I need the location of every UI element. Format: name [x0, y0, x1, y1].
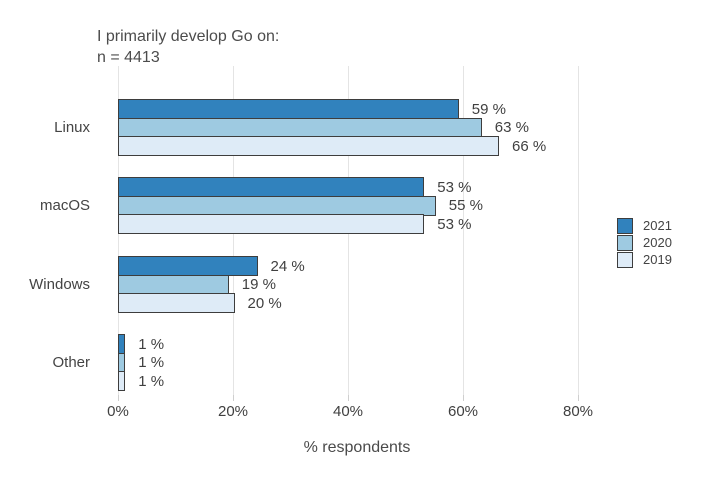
y-axis-label-other: Other: [52, 353, 90, 371]
x-tick-label-80%: 80%: [562, 403, 594, 420]
bar-row-windows-2019: 20 %: [118, 293, 703, 313]
bar-row-linux-2019: 66 %: [118, 136, 703, 156]
bar-value-label: 19 %: [241, 276, 276, 293]
bar-windows-2021: [118, 256, 258, 276]
bar-row-other-2020: 1 %: [118, 352, 703, 373]
bar-windows-2020: [118, 274, 229, 295]
legend: 2021 2020 2019: [617, 218, 672, 268]
chart-title-block: I primarily develop Go on: n = 4413: [97, 26, 279, 68]
gridline-80%: [578, 66, 579, 395]
chart-title: I primarily develop Go on:: [97, 28, 280, 45]
bar-linux-2021: [118, 99, 459, 119]
bar-group-linux: 59 % 63 % 66 %: [118, 99, 703, 156]
bar-value-label: 1 %: [138, 335, 165, 353]
legend-item-2020: 2020: [617, 235, 672, 251]
legend-swatch-2020: [617, 235, 633, 251]
x-tick-label-60%: 60%: [447, 403, 479, 420]
x-tick-label-20%: 20%: [217, 403, 249, 420]
bar-value-label: 53 %: [437, 178, 472, 196]
bar-row-macos-2019: 53 %: [118, 214, 703, 234]
x-tick-label-0%: 0%: [107, 403, 129, 420]
bar-other-2019: [118, 371, 126, 391]
bar-value-label: 59 %: [471, 100, 506, 118]
x-tick-label-40%: 40%: [332, 403, 364, 420]
y-axis-label-windows: Windows: [29, 275, 90, 293]
x-axis-title: % respondents: [303, 439, 411, 456]
bar-value-label: 20 %: [247, 294, 282, 312]
bar-row-other-2019: 1 %: [118, 371, 703, 391]
gridline-60%: [463, 66, 464, 395]
bar-macos-2020: [118, 195, 436, 216]
legend-item-2021: 2021: [617, 218, 672, 234]
legend-swatch-2019: [617, 252, 633, 268]
bar-group-windows: 24 % 19 % 20 %: [118, 256, 703, 313]
chart-subtitle: n = 4413: [97, 49, 160, 66]
x-tick-mark: [577, 395, 579, 401]
legend-label-2019: 2019: [643, 252, 672, 267]
x-tick-mark: [462, 395, 464, 401]
y-axis-label-macos: macOS: [39, 196, 90, 214]
legend-item-2019: 2019: [617, 252, 672, 268]
bar-value-label: 24 %: [270, 257, 305, 275]
bar-windows-2019: [118, 293, 235, 313]
bar-value-label: 53 %: [437, 215, 472, 233]
bar-group-other: 1 % 1 % 1 %: [118, 334, 703, 391]
bar-row-other-2021: 1 %: [118, 334, 703, 354]
bar-linux-2020: [118, 117, 482, 138]
bar-row-macos-2020: 55 %: [118, 195, 703, 216]
bar-value-label: 55 %: [448, 197, 483, 214]
bar-other-2021: [118, 334, 126, 354]
bar-row-linux-2020: 63 %: [118, 117, 703, 138]
plot-area: 59 % 63 % 66 % 53 % 55 % 53 % 24 % 19 % 20 % 1 % 1…: [118, 66, 703, 395]
bar-row-macos-2021: 53 %: [118, 177, 703, 197]
bar-value-label: 63 %: [494, 119, 529, 136]
bar-value-label: 1 %: [138, 372, 165, 390]
bar-row-windows-2021: 24 %: [118, 256, 703, 276]
x-tick-mark: [232, 395, 234, 401]
x-tick-mark: [117, 395, 119, 401]
bar-row-windows-2020: 19 %: [118, 274, 703, 295]
bar-macos-2021: [118, 177, 425, 197]
bar-value-label: 1 %: [138, 354, 165, 371]
legend-swatch-2021: [617, 218, 633, 234]
bar-other-2020: [118, 352, 126, 373]
bar-group-macos: 53 % 55 % 53 %: [118, 177, 703, 234]
bar-row-linux-2021: 59 %: [118, 99, 703, 119]
x-tick-mark: [347, 395, 349, 401]
bar-value-label: 66 %: [512, 137, 547, 155]
bar-macos-2019: [118, 214, 425, 234]
legend-label-2020: 2020: [643, 235, 672, 250]
bar-linux-2019: [118, 136, 499, 156]
y-axis-label-linux: Linux: [54, 118, 90, 136]
legend-label-2021: 2021: [643, 218, 672, 233]
